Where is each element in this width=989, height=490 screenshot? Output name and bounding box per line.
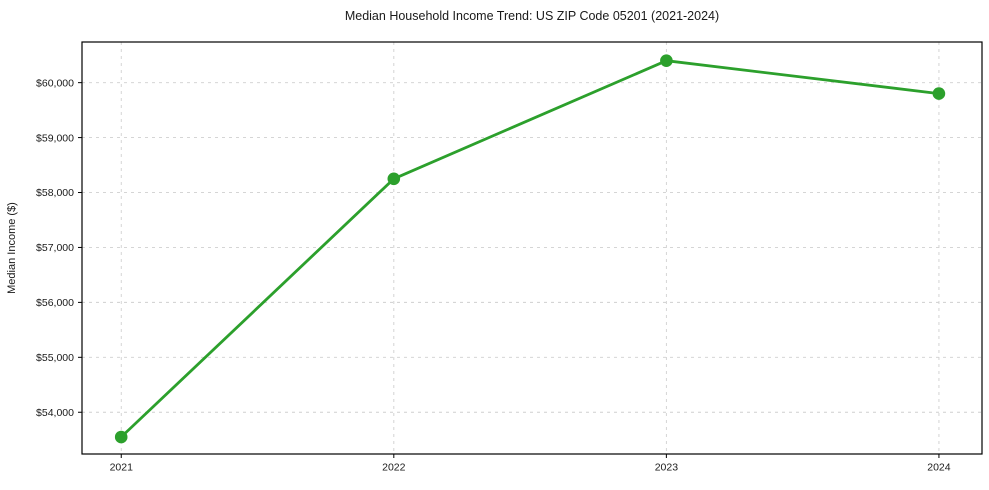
y-tick-label: $55,000 — [36, 352, 74, 364]
income-trend-line — [120, 59, 940, 439]
data-point-2022 — [387, 172, 401, 186]
tick-labels: $54,000 $55,000 $56,000 $57,000 $58,000 $59,0… — [36, 77, 951, 473]
y-tick-label: $56,000 — [36, 297, 74, 309]
y-tick-label: $58,000 — [36, 187, 74, 199]
data-series — [114, 54, 946, 444]
x-tick-label: 2021 — [110, 462, 134, 474]
data-point-2023 — [660, 54, 673, 67]
y-tick-label: $57,000 — [36, 242, 74, 254]
chart-title: Median Household Income Trend: US ZIP Co… — [345, 9, 719, 23]
y-tick-label: $59,000 — [36, 132, 74, 144]
data-point-2021 — [114, 430, 128, 444]
data-point-2024 — [932, 87, 946, 100]
plot-border — [81, 41, 983, 455]
x-tick-label: 2022 — [382, 462, 406, 474]
gridlines — [82, 42, 982, 454]
y-axis-title: Median Income ($) — [6, 202, 18, 294]
x-tick-label: 2024 — [927, 462, 951, 474]
y-tick-label: $60,000 — [36, 77, 74, 89]
axes — [78, 41, 983, 458]
x-tick-label: 2023 — [655, 462, 679, 474]
y-tick-label: $54,000 — [36, 407, 74, 419]
